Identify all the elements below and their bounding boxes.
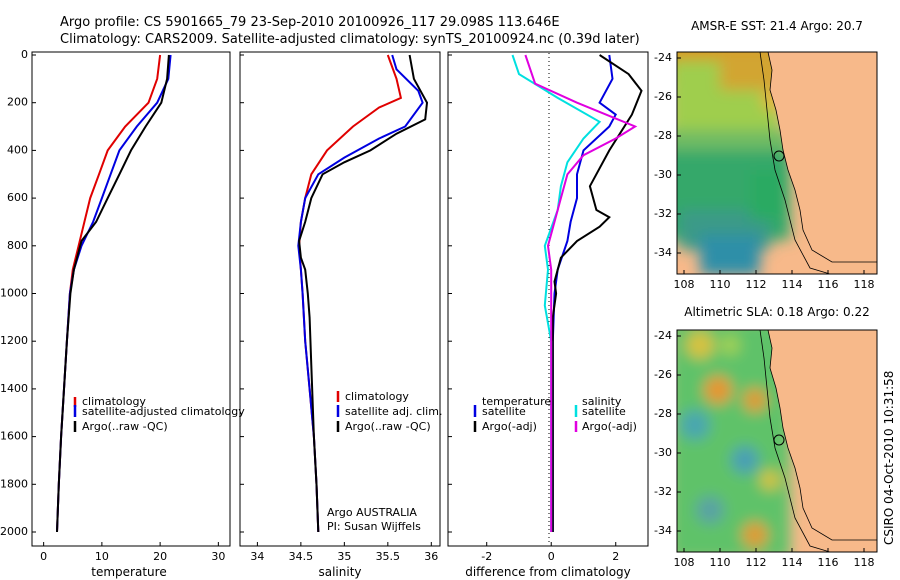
lon-tick-label: 118 — [854, 556, 875, 569]
legend-climatology: climatology — [82, 395, 146, 408]
legend-argo-adj-sal: Argo(-adj) — [582, 420, 637, 433]
series-line-argo-raw-qc- — [298, 54, 429, 533]
timestamp: CSIRO 04-Oct-2010 10:31:58 — [882, 371, 896, 545]
series-line-satellite — [551, 54, 617, 532]
lat-tick-label: -30 — [654, 446, 672, 459]
series-line-satellite-adj-clim- — [297, 54, 424, 533]
depth-tick-label: 200 — [7, 96, 28, 109]
header-line1: Argo profile: CS 5901665_79 23-Sep-2010 … — [60, 15, 560, 30]
lat-tick-label: -34 — [654, 246, 672, 259]
legend-satellite-adj: satellite adj. clim. — [345, 405, 442, 418]
lat-tick-label: -26 — [654, 90, 672, 103]
depth-tick-label: 1600 — [0, 430, 28, 443]
lon-tick-label: 108 — [674, 556, 695, 569]
lon-tick-label: 114 — [782, 556, 803, 569]
lat-tick-label: -24 — [654, 51, 672, 64]
argo-location-marker — [773, 150, 785, 162]
legend-satellite-sal: satellite — [582, 405, 626, 418]
difference-legend: temperature satellite Argo(-adj) salinit… — [473, 395, 637, 433]
difference-axes — [447, 51, 649, 547]
depth-tick-label: 800 — [7, 239, 28, 252]
x-tick-label: 35 — [337, 550, 351, 563]
sst-map-title: AMSR-E SST: 21.4 Argo: 20.7 — [691, 19, 863, 33]
lat-tick-label: -34 — [654, 524, 672, 537]
depth-tick-label: 1200 — [0, 334, 28, 347]
lat-tick-label: -32 — [654, 485, 672, 498]
temperature-axes — [31, 51, 231, 547]
x-tick-label: 34 — [250, 550, 264, 563]
lon-tick-label: 110 — [710, 556, 731, 569]
salinity-legend: climatology satellite adj. clim. Argo(..… — [336, 390, 442, 433]
legend-satellite-temp: satellite — [482, 405, 526, 418]
legend-argo-adj-temp: Argo(-adj) — [482, 420, 537, 433]
lon-tick-label: 114 — [782, 278, 803, 291]
difference-xlabel: difference from climatology — [465, 565, 631, 579]
sla-map: Altimetric SLA: 0.18 Argo: 0.22 -24 -26 -2… — [654, 305, 878, 569]
sst-field — [677, 52, 877, 274]
lon-tick-label: 112 — [746, 278, 767, 291]
x-tick-label: 20 — [153, 550, 167, 563]
legend-salinity-heading: salinity — [582, 395, 622, 408]
sla-map-title: Altimetric SLA: 0.18 Argo: 0.22 — [684, 305, 869, 319]
x-tick-label: 0 — [548, 550, 555, 563]
lat-tick-label: -28 — [654, 407, 672, 420]
x-tick-label: 2 — [612, 550, 619, 563]
lon-tick-label: 116 — [818, 556, 839, 569]
sst-map: AMSR-E SST: 21.4 Argo: 20.7 -24 -26 -28 -30… — [654, 19, 878, 291]
x-tick-label: 10 — [95, 550, 109, 563]
lat-tick-label: -26 — [654, 368, 672, 381]
lon-tick-label: 116 — [818, 278, 839, 291]
salinity-axes — [239, 51, 441, 547]
series-line-argo-adj- — [551, 54, 643, 532]
depth-tick-label: 600 — [7, 191, 28, 204]
series-line-satellite-adjusted-climatology — [56, 54, 172, 533]
series-line-satellite — [511, 54, 602, 532]
header-line2: Climatology: CARS2009. Satellite-adjuste… — [60, 32, 640, 47]
x-tick-label: 30 — [211, 550, 225, 563]
depth-tick-label: 400 — [7, 143, 28, 156]
series-line-argo-adj- — [524, 54, 638, 532]
sla-field — [677, 330, 877, 552]
lon-tick-label: 110 — [710, 278, 731, 291]
temperature-legend: climatology satellite-adjusted climatolo… — [73, 395, 245, 433]
lat-tick-label: -28 — [654, 129, 672, 142]
depth-tick-label: 1800 — [0, 477, 28, 490]
credit-line1: Argo AUSTRALIA — [327, 506, 417, 519]
temperature-xlabel: temperature — [91, 565, 166, 579]
lat-tick-label: -32 — [654, 207, 672, 220]
lon-tick-label: 118 — [854, 278, 875, 291]
legend-satellite-adjusted: satellite-adjusted climatology — [82, 405, 245, 418]
difference-panel: -2 0 2 difference from climatology tempera… — [447, 51, 649, 579]
argo-location-marker — [773, 434, 785, 446]
depth-tick-label: 1400 — [0, 382, 28, 395]
lon-tick-label: 108 — [674, 278, 695, 291]
lat-tick-label: -24 — [654, 329, 672, 342]
lon-tick-label: 112 — [746, 556, 767, 569]
x-tick-label: 36 — [424, 550, 438, 563]
legend-argo-raw: Argo(..raw -QC) — [345, 420, 431, 433]
legend-temperature-heading: temperature — [482, 395, 551, 408]
x-tick-label: 0 — [40, 550, 47, 563]
depth-tick-label: 2000 — [0, 525, 28, 538]
legend-climatology: climatology — [345, 390, 409, 403]
x-tick-label: 34.5 — [289, 550, 314, 563]
depth-tick-label: 1000 — [0, 287, 28, 300]
credit-line2: PI: Susan Wijffels — [327, 520, 421, 533]
x-tick-label: 35.5 — [376, 550, 401, 563]
temperature-panel: 0 200 400 600 800 1000 1200 1400 1600 1800 2000 0 1… — [0, 48, 452, 579]
depth-tick-label: 0 — [21, 48, 28, 61]
x-tick-label: -2 — [481, 550, 492, 563]
legend-argo-raw: Argo(..raw -QC) — [82, 420, 168, 433]
salinity-panel: 34 34.5 35 35.5 36 salinity climatology sate… — [239, 51, 442, 579]
lat-tick-label: -30 — [654, 168, 672, 181]
salinity-xlabel: salinity — [318, 565, 361, 579]
series-line-argo-raw-qc- — [56, 54, 170, 533]
